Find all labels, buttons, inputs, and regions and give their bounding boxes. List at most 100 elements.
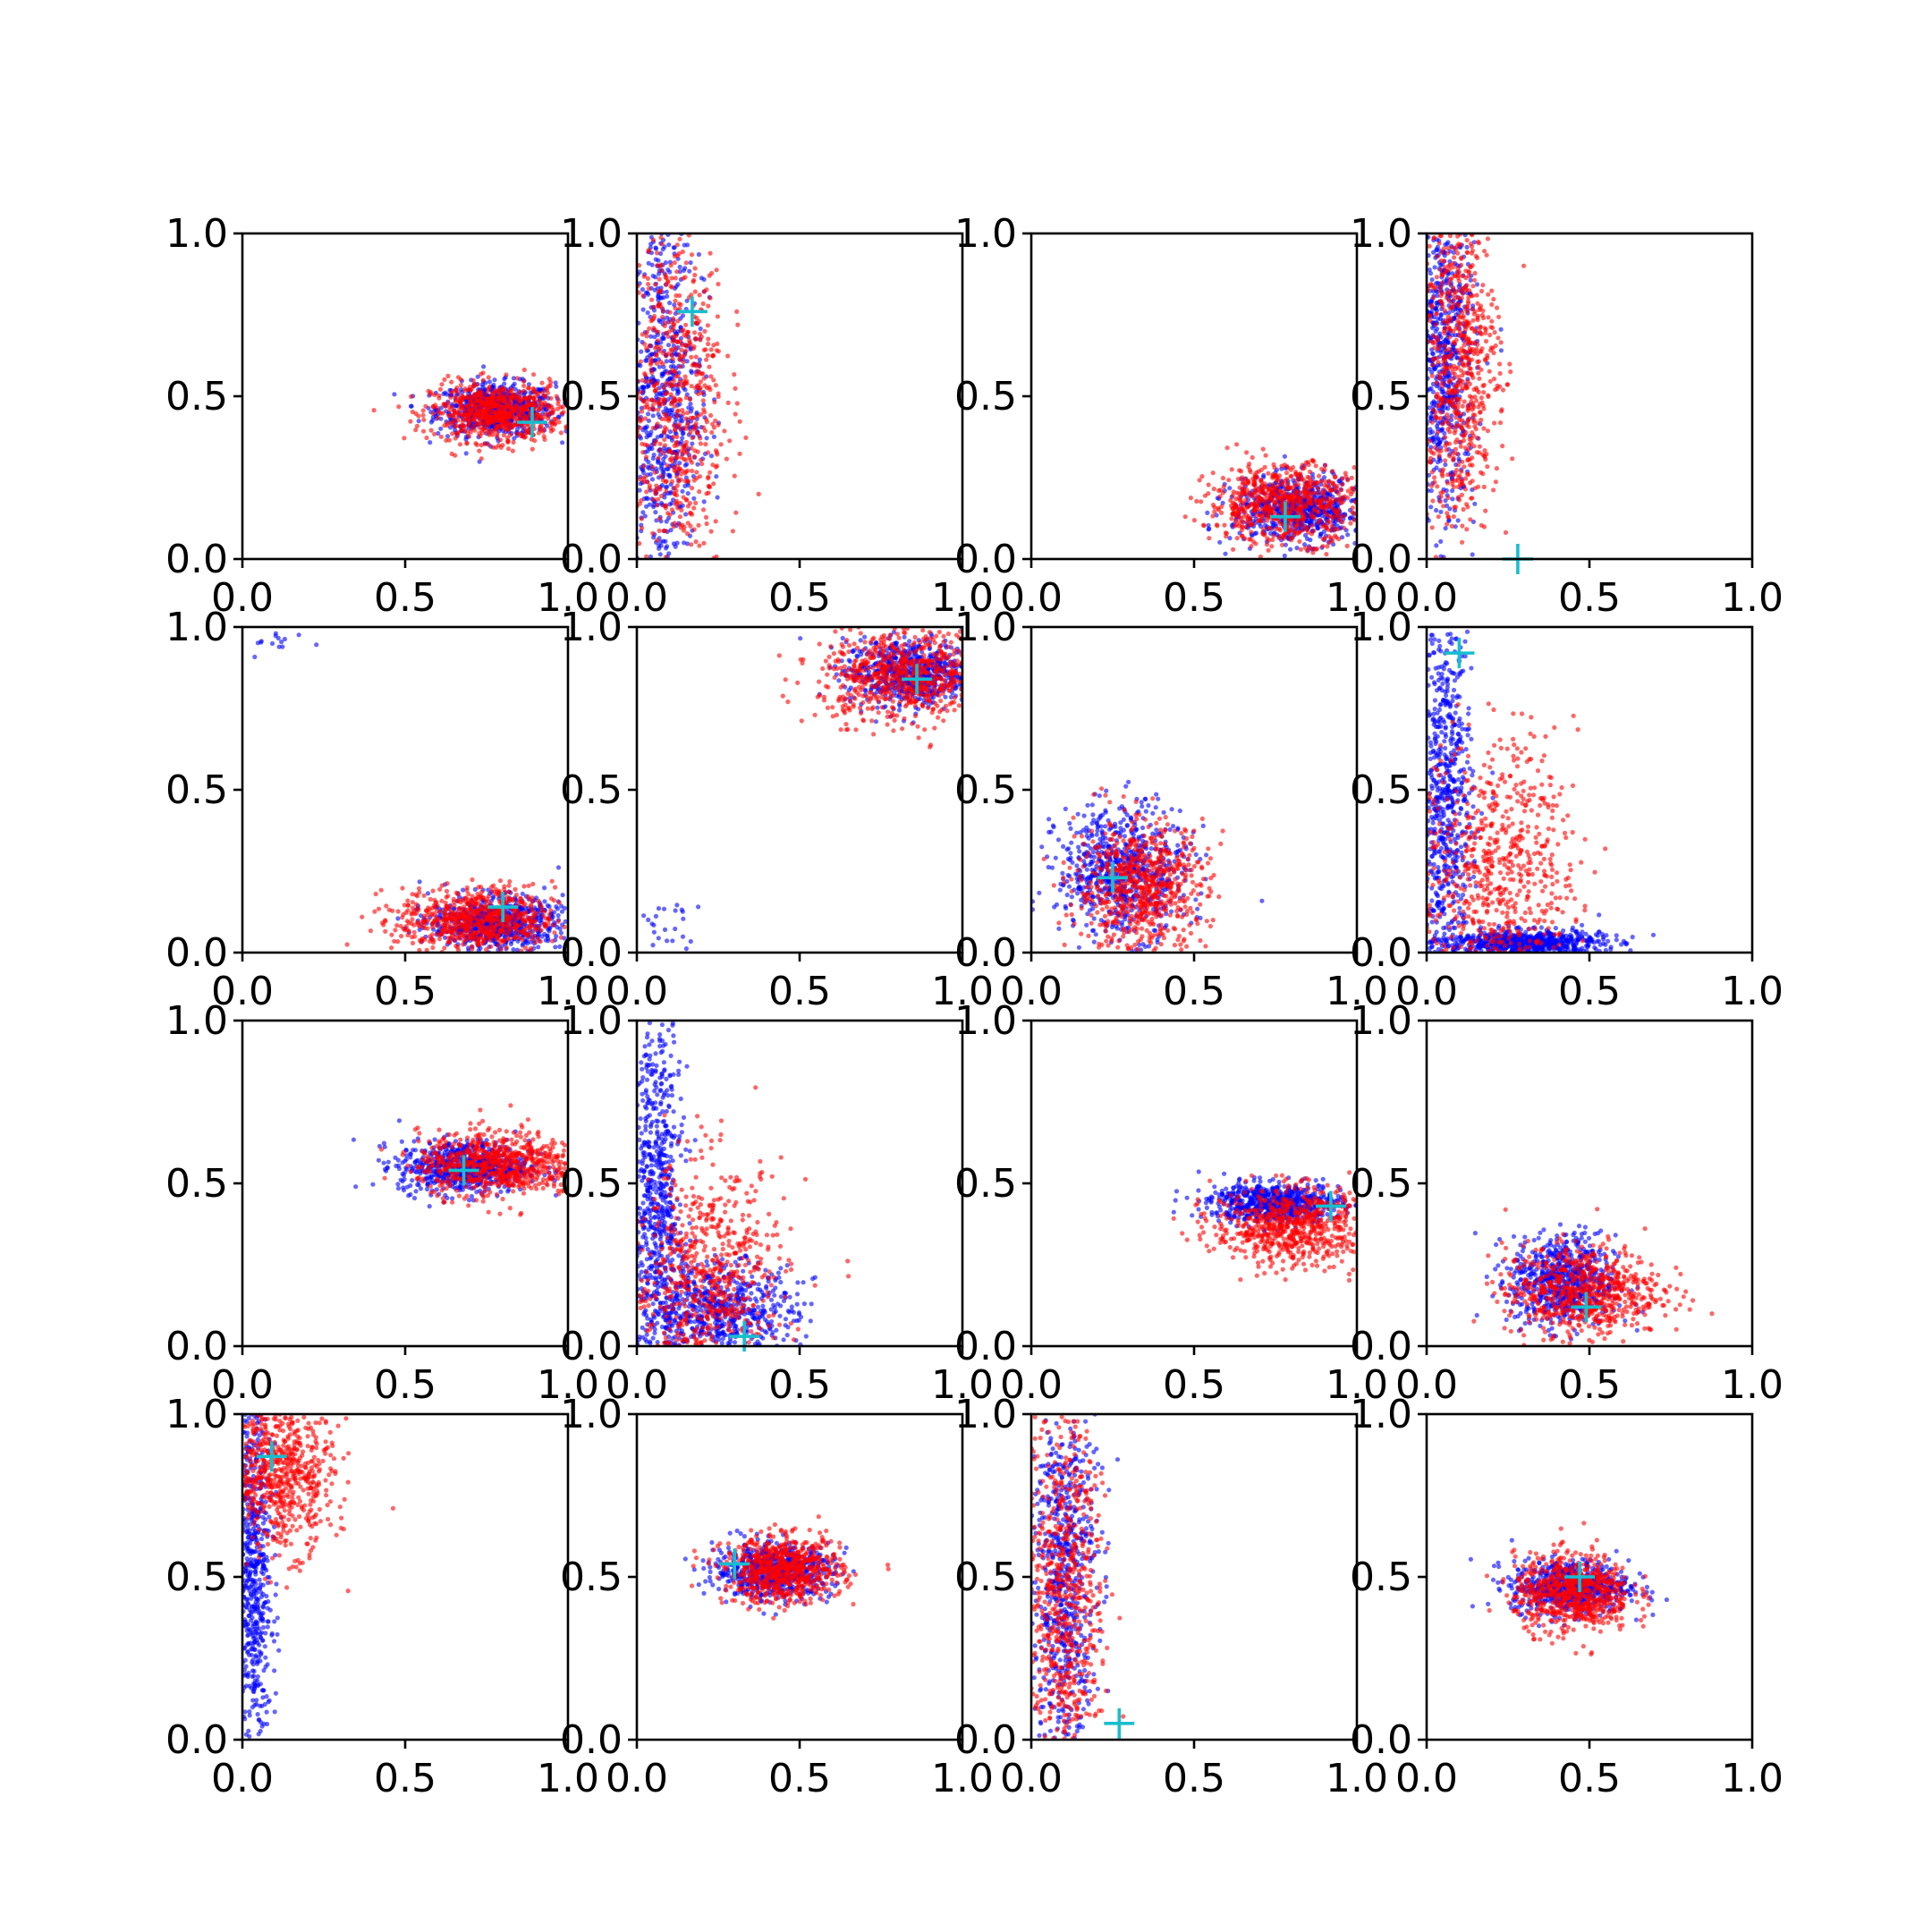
red-point xyxy=(644,345,649,351)
blue-point xyxy=(1446,310,1452,316)
red-point xyxy=(682,374,688,379)
red-point xyxy=(1443,458,1448,463)
red-point xyxy=(657,396,663,402)
red-point xyxy=(693,320,699,326)
red-point xyxy=(509,398,514,403)
red-point xyxy=(505,402,512,408)
red-point xyxy=(1462,370,1467,376)
red-point xyxy=(1250,454,1255,461)
blue-point xyxy=(684,462,690,467)
red-point xyxy=(733,510,739,515)
red-point xyxy=(1455,301,1461,307)
red-point xyxy=(453,453,458,458)
red-point xyxy=(713,383,718,388)
red-point xyxy=(1494,305,1500,310)
red-point xyxy=(697,489,702,495)
red-point xyxy=(475,390,480,395)
blue-point xyxy=(685,491,691,496)
blue-point xyxy=(680,488,685,494)
red-point xyxy=(699,457,704,462)
red-point xyxy=(1270,537,1275,543)
red-point xyxy=(459,428,464,433)
red-point xyxy=(1233,523,1238,529)
red-point xyxy=(1438,415,1444,420)
blue-point xyxy=(1438,538,1444,545)
red-point xyxy=(1274,487,1280,493)
red-point xyxy=(1447,335,1453,340)
red-point xyxy=(1440,467,1445,472)
red-point xyxy=(1258,517,1263,522)
red-point xyxy=(1483,330,1488,335)
blue-point xyxy=(648,471,654,477)
red-point xyxy=(649,297,655,302)
red-point xyxy=(1293,471,1299,477)
red-point xyxy=(1288,474,1293,479)
red-point xyxy=(1234,442,1240,447)
red-point xyxy=(706,303,711,309)
red-point xyxy=(1477,376,1482,381)
red-point xyxy=(1469,436,1474,441)
red-point xyxy=(1230,493,1235,498)
red-point xyxy=(1290,517,1295,522)
blue-point xyxy=(657,295,663,301)
red-point xyxy=(423,403,428,409)
red-point xyxy=(1343,474,1349,479)
red-point xyxy=(693,421,699,427)
red-point xyxy=(640,450,646,455)
red-point xyxy=(1433,322,1438,327)
red-point xyxy=(679,347,684,352)
red-point xyxy=(1445,495,1451,501)
red-point xyxy=(558,404,564,410)
red-point xyxy=(1262,499,1267,504)
red-point xyxy=(715,341,720,346)
red-point xyxy=(432,431,437,436)
red-point xyxy=(648,367,654,372)
red-point xyxy=(675,318,681,324)
red-point xyxy=(672,253,678,258)
red-point xyxy=(663,381,668,386)
red-point xyxy=(675,383,682,388)
red-point xyxy=(1340,499,1345,504)
red-point xyxy=(1269,544,1275,549)
red-point xyxy=(1326,518,1331,524)
blue-point xyxy=(1282,453,1287,459)
red-point xyxy=(1233,518,1239,524)
red-point xyxy=(681,411,686,417)
red-point xyxy=(743,435,749,440)
plus-marker xyxy=(516,407,547,438)
blue-point xyxy=(436,430,441,436)
red-point xyxy=(470,377,477,383)
red-point xyxy=(1436,453,1442,458)
red-point xyxy=(462,424,468,429)
red-point xyxy=(677,521,682,527)
red-point xyxy=(437,386,444,392)
red-point xyxy=(654,360,659,366)
red-point xyxy=(674,269,680,275)
red-point xyxy=(1277,473,1283,479)
red-point xyxy=(1450,376,1455,381)
blue-point xyxy=(689,369,694,374)
blue-point xyxy=(430,414,436,419)
red-point xyxy=(556,419,562,425)
red-point xyxy=(1307,499,1312,504)
red-point xyxy=(664,503,669,508)
red-point xyxy=(458,400,463,405)
red-point xyxy=(1456,474,1462,480)
red-point xyxy=(691,505,697,511)
red-point xyxy=(665,334,671,339)
red-point xyxy=(677,466,682,471)
red-point xyxy=(678,397,683,402)
red-point xyxy=(1505,382,1511,387)
red-point xyxy=(1474,436,1480,441)
blue-point xyxy=(658,539,664,545)
red-point xyxy=(1272,504,1277,510)
red-point xyxy=(500,396,505,402)
blue-point xyxy=(1432,265,1437,270)
red-point xyxy=(461,411,467,417)
blue-point xyxy=(392,392,397,397)
red-point xyxy=(547,420,554,426)
red-point xyxy=(504,398,510,404)
red-point xyxy=(468,409,474,414)
red-point xyxy=(1451,260,1456,266)
blue-point xyxy=(701,402,707,407)
